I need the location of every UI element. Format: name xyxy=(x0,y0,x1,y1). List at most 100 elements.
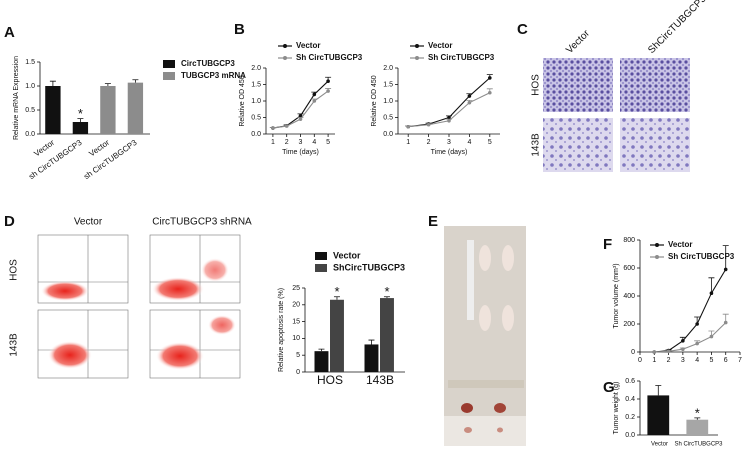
panel-letter: A xyxy=(4,24,15,41)
point xyxy=(447,119,451,123)
x-tick-label: 1 xyxy=(406,139,410,146)
x-tick-label: HOS xyxy=(317,373,343,387)
legend-marker xyxy=(283,44,287,48)
x-tick-label: 3 xyxy=(447,139,451,146)
legend-label: Sh CircTUBGCP3 xyxy=(668,252,735,261)
y-tick-label: 2.0 xyxy=(383,65,393,72)
point xyxy=(488,76,492,80)
bar xyxy=(380,298,394,372)
legend-label: TUBGCP3 mRNA xyxy=(181,71,246,80)
point xyxy=(681,339,685,343)
y-tick-label: 1.5 xyxy=(25,59,35,66)
annotation: * xyxy=(78,106,83,121)
invasion-image xyxy=(620,58,690,112)
y-tick-label: 0.0 xyxy=(625,432,635,439)
point xyxy=(447,115,451,120)
legend-swatch xyxy=(315,264,327,272)
line xyxy=(654,269,727,353)
bar xyxy=(127,82,144,134)
bar xyxy=(647,395,670,435)
column-label: CircTUBGCP3 shRNA xyxy=(152,217,252,228)
legend-label: Sh CircTUBGCP3 xyxy=(428,53,495,62)
error-bar xyxy=(708,277,715,294)
panel-letter: B xyxy=(234,21,245,38)
y-axis-label: Tumor weight (g) xyxy=(613,382,620,435)
error-bar xyxy=(104,83,111,86)
y-tick-label: 0.5 xyxy=(251,114,261,121)
legend-label: Vector xyxy=(668,240,692,249)
x-tick-label: 3 xyxy=(681,357,685,364)
row-label: HOS xyxy=(9,259,20,281)
y-axis-label: Relative OD 450 xyxy=(371,75,378,126)
error-bar xyxy=(132,79,139,83)
error-bar xyxy=(49,80,56,86)
legend-marker xyxy=(415,56,419,60)
bar xyxy=(364,344,379,372)
panel-letter: D xyxy=(4,213,15,230)
x-tick-label: 6 xyxy=(724,357,728,364)
x-tick-label: 5 xyxy=(709,357,713,364)
legend-swatch xyxy=(163,60,175,68)
panel-letter: E xyxy=(428,213,438,230)
y-tick-label: 1.5 xyxy=(383,81,393,88)
line xyxy=(272,80,329,129)
legend-marker xyxy=(283,56,287,60)
invasion-image xyxy=(543,58,613,112)
x-tick-label: 4 xyxy=(467,139,471,146)
point xyxy=(666,349,671,354)
panel-letter: G xyxy=(603,379,615,396)
line xyxy=(654,322,727,353)
y-tick-label: 1.0 xyxy=(25,83,35,90)
legend-swatch xyxy=(163,72,175,80)
x-tick-label: 3 xyxy=(299,139,303,146)
error-bar xyxy=(655,385,662,396)
point xyxy=(681,347,685,352)
error-bar xyxy=(694,417,701,420)
point xyxy=(284,124,289,128)
y-tick-label: 0.6 xyxy=(625,378,635,385)
x-tick-label: 143B xyxy=(366,373,394,387)
point xyxy=(695,341,699,346)
y-tick-label: 400 xyxy=(623,293,635,300)
x-tick-label: sh CircTUBGCP3 xyxy=(27,138,84,182)
legend-label: ShCircTUBGCP3 xyxy=(333,262,405,272)
point xyxy=(426,122,431,127)
y-tick-label: 0 xyxy=(631,349,635,356)
y-tick-label: 2.0 xyxy=(251,65,261,72)
point xyxy=(695,322,699,326)
y-tick-label: 1.0 xyxy=(383,98,393,105)
legend-marker xyxy=(655,243,659,247)
bar xyxy=(100,86,116,134)
error-bar xyxy=(383,296,390,299)
y-tick-label: 15 xyxy=(292,318,300,325)
x-tick-label: 4 xyxy=(695,357,699,364)
legend-label: Sh CircTUBGCP3 xyxy=(296,53,363,62)
x-tick-label: 0 xyxy=(638,357,642,364)
y-tick-label: 1.0 xyxy=(251,98,261,105)
annotation: * xyxy=(695,405,700,420)
y-tick-label: 0.0 xyxy=(251,131,261,138)
point xyxy=(312,92,317,97)
legend-label: Vector xyxy=(333,250,361,260)
tumor-photo xyxy=(444,416,526,446)
point xyxy=(326,79,330,83)
error-bar xyxy=(722,245,729,270)
y-axis-label: Relative OD 450 xyxy=(239,75,246,126)
invasion-image xyxy=(543,118,613,172)
y-tick-label: 0.5 xyxy=(383,114,393,121)
y-tick-label: 0.0 xyxy=(25,131,35,138)
y-tick-label: 25 xyxy=(292,285,300,292)
y-tick-label: 200 xyxy=(623,321,635,328)
point xyxy=(488,90,492,95)
y-tick-label: 0.0 xyxy=(383,131,393,138)
x-tick-label: 2 xyxy=(667,357,671,364)
point xyxy=(652,350,657,354)
column-label: Vector xyxy=(74,217,103,228)
x-tick-label: 2 xyxy=(427,139,431,146)
point xyxy=(723,267,728,272)
point xyxy=(298,114,303,118)
legend-label: CircTUBGCP3 xyxy=(181,59,235,68)
annotation: * xyxy=(384,284,389,299)
y-tick-label: 5 xyxy=(296,352,300,359)
y-tick-label: 0 xyxy=(296,369,300,376)
